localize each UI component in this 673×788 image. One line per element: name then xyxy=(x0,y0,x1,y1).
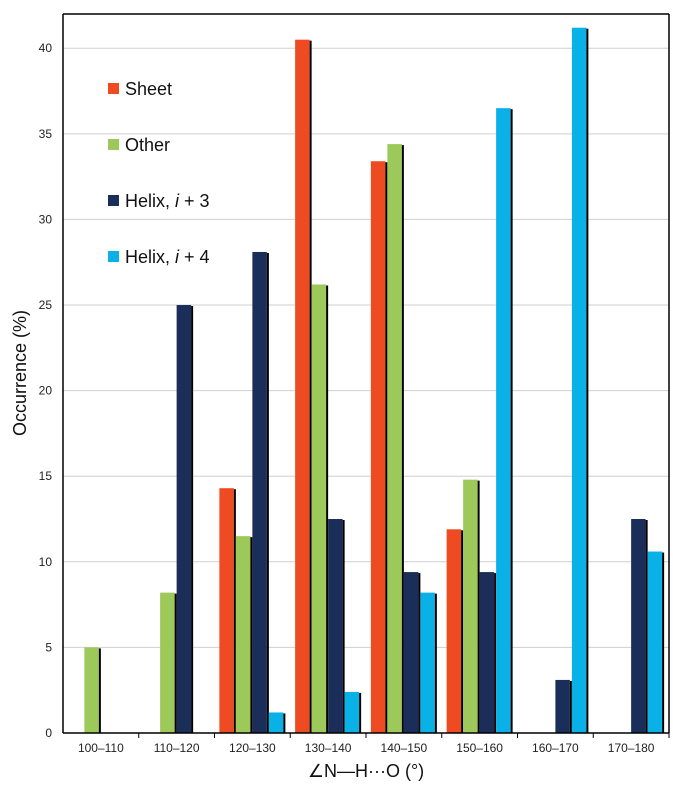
bar-shadow xyxy=(586,28,589,733)
bar xyxy=(252,251,267,733)
legend-label: Other xyxy=(125,135,170,155)
bar-shadow xyxy=(266,252,269,733)
bar xyxy=(295,39,310,733)
bar xyxy=(268,712,284,733)
x-tick-label: 130–140 xyxy=(305,741,352,755)
bar-shadow xyxy=(326,285,329,733)
bar xyxy=(631,519,646,733)
y-tick-label: 20 xyxy=(39,384,53,398)
bar xyxy=(370,161,386,733)
y-tick-label: 5 xyxy=(45,640,52,654)
bar-shadow xyxy=(510,109,513,733)
bar xyxy=(219,488,234,733)
bar-shadow xyxy=(283,713,286,733)
bar-shadow xyxy=(662,552,665,733)
bars xyxy=(84,27,665,734)
legend-swatch xyxy=(108,195,119,206)
y-tick-label: 15 xyxy=(39,469,53,483)
bar-shadow xyxy=(191,306,194,733)
bar xyxy=(463,479,478,733)
bar xyxy=(344,691,360,733)
bar-shadow xyxy=(174,593,177,733)
bar xyxy=(571,27,587,733)
y-axis-title: Occurrence (%) xyxy=(10,310,30,436)
bar-shadow xyxy=(250,537,253,733)
bar xyxy=(235,536,251,733)
bar-shadow xyxy=(98,648,101,733)
x-tick-label: 110–120 xyxy=(154,741,200,755)
bar xyxy=(311,284,327,733)
bar-shadow xyxy=(385,162,388,733)
x-tick-label: 170–180 xyxy=(608,741,655,755)
legend: Sheet Other Helix, i + 3 Helix, i + 4 xyxy=(108,79,210,267)
x-tick-label: 100–110 xyxy=(78,741,124,755)
bar xyxy=(479,572,495,733)
bar xyxy=(420,592,435,733)
legend-label: Helix, i + 3 xyxy=(125,191,210,211)
x-tick-label: 120–130 xyxy=(229,741,276,755)
x-tick-label: 140–150 xyxy=(381,741,428,755)
x-tick-label: 150–160 xyxy=(456,741,503,755)
bar xyxy=(387,144,402,734)
y-tick-label: 40 xyxy=(39,41,53,55)
bar-shadow xyxy=(494,573,497,733)
bar xyxy=(403,572,419,733)
bar xyxy=(555,679,570,733)
y-tick-label: 30 xyxy=(39,212,53,226)
bar xyxy=(328,519,343,733)
bar-shadow xyxy=(359,692,362,733)
y-tick-label: 25 xyxy=(39,298,53,312)
x-axis-ticks: 100–110 110–120 120–130 130–140 140–150 150–1… xyxy=(78,733,670,755)
y-tick-label: 10 xyxy=(39,555,53,569)
bar xyxy=(84,647,99,733)
y-tick-label: 0 xyxy=(45,726,52,740)
bar-shadow xyxy=(645,520,648,733)
x-tick-label: 160–170 xyxy=(532,741,579,755)
legend-swatch xyxy=(108,83,119,94)
bar xyxy=(446,529,462,733)
bar-shadow xyxy=(401,145,404,734)
bar xyxy=(160,592,175,733)
legend-label: Sheet xyxy=(125,79,172,99)
plot-frame xyxy=(62,13,670,733)
bar-shadow xyxy=(418,573,421,733)
legend-label: Helix, i + 4 xyxy=(125,247,210,267)
bar-shadow xyxy=(461,530,464,733)
bar-shadow xyxy=(309,40,312,733)
y-axis-ticks: 0 5 10 15 20 25 30 35 40 xyxy=(39,41,53,740)
bar-shadow xyxy=(342,520,345,733)
bar-shadow xyxy=(569,680,572,733)
bar-shadow xyxy=(233,489,236,733)
bar xyxy=(176,305,192,733)
legend-swatch xyxy=(108,251,119,262)
bar-shadow xyxy=(477,480,480,733)
y-tick-label: 35 xyxy=(39,127,53,141)
legend-swatch xyxy=(108,139,119,150)
gridlines xyxy=(63,47,669,648)
bar-shadow xyxy=(434,593,437,733)
x-axis-title: ∠N—H···O (°) xyxy=(308,761,424,781)
bar xyxy=(496,108,511,733)
bar xyxy=(647,551,663,733)
